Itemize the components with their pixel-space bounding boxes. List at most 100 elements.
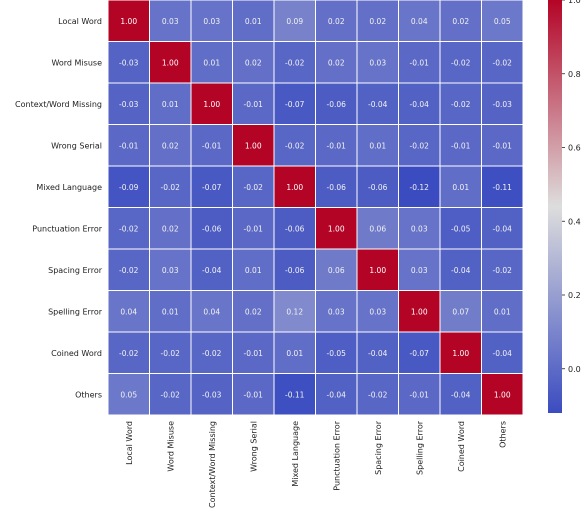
heatmap-cell	[273, 373, 316, 416]
heatmap-cell	[481, 124, 524, 167]
cell-value-label: 0.03	[162, 266, 179, 275]
column-label: Context/Word Missing	[208, 421, 217, 508]
cell-value-label: -0.06	[327, 183, 347, 192]
cell-value-label: 1.00	[452, 349, 469, 358]
colorbar: 1.0 0.8 0.6 0.4 0.2 0.0	[548, 0, 581, 413]
heatmap-cell	[315, 248, 358, 291]
heatmap-cell	[398, 373, 441, 416]
heatmap-cell	[149, 207, 192, 250]
cell-value-label: 0.12	[286, 307, 303, 316]
cell-value-label: 1.00	[120, 17, 137, 26]
cell-value-label: 1.00	[162, 58, 179, 67]
cell-value-label: 0.02	[245, 58, 262, 67]
cell-value-label: 0.02	[162, 141, 179, 150]
cell-value-label: 0.01	[452, 183, 469, 192]
colorbar-tick-label: 0.6	[568, 144, 581, 153]
row-label: Context/Word Missing	[15, 100, 102, 109]
cell-value-label: -0.03	[119, 100, 139, 109]
cell-value-label: -0.01	[244, 224, 264, 233]
cell-value-label: -0.04	[368, 349, 388, 358]
cell-value-label: 0.02	[369, 17, 386, 26]
cell-value-label: -0.06	[368, 183, 388, 192]
cell-value-label: -0.01	[244, 100, 264, 109]
cell-value-label: 0.06	[328, 266, 345, 275]
heatmap-cell	[398, 124, 441, 167]
heatmap-cell	[149, 41, 192, 84]
heatmap-cell	[107, 41, 150, 84]
heatmap-cell	[439, 41, 482, 84]
cell-value-label: 0.06	[369, 224, 386, 233]
row-label: Coined Word	[51, 349, 102, 358]
column-label: Local Word	[125, 421, 134, 465]
cell-value-label: -0.02	[161, 390, 181, 399]
cell-value-label: -0.07	[410, 349, 430, 358]
cell-value-label: -0.06	[202, 224, 222, 233]
heatmap-cell	[273, 124, 316, 167]
cell-value-label: 0.01	[494, 307, 511, 316]
cell-value-label: -0.02	[285, 141, 305, 150]
colorbar-tick-label: 0.2	[568, 291, 581, 300]
heatmap-cell	[481, 207, 524, 250]
heatmap-cell	[481, 373, 524, 416]
cell-value-label: -0.04	[493, 224, 513, 233]
heatmap-cell	[232, 331, 275, 374]
heatmap-cell	[398, 248, 441, 291]
heatmap-cell	[273, 82, 316, 125]
heatmap-cell	[398, 82, 441, 125]
cell-value-label: 0.03	[162, 17, 179, 26]
cell-value-label: -0.04	[368, 100, 388, 109]
cell-value-label: 0.01	[203, 58, 220, 67]
cell-value-label: -0.04	[451, 266, 471, 275]
heatmap-cell	[273, 0, 316, 42]
cell-value-label: 1.00	[203, 100, 220, 109]
cell-value-label: 0.01	[162, 307, 179, 316]
heatmap-cell	[481, 82, 524, 125]
heatmap-cell	[232, 0, 275, 42]
heatmap-cell	[481, 41, 524, 84]
cell-value-label: -0.11	[285, 390, 305, 399]
cell-value-label: -0.01	[410, 58, 430, 67]
cell-value-label: -0.01	[451, 141, 471, 150]
column-label: Mixed Language	[291, 421, 300, 487]
row-label: Spelling Error	[48, 307, 103, 316]
cell-value-label: 0.04	[203, 307, 220, 316]
heatmap-cell	[356, 0, 399, 42]
cell-value-label: -0.01	[244, 349, 264, 358]
cell-value-label: -0.02	[451, 100, 471, 109]
colorbar-tick-label: 0.8	[568, 70, 581, 79]
heatmap-cell	[398, 0, 441, 42]
cell-value-label: -0.02	[244, 183, 264, 192]
cell-value-label: -0.02	[451, 58, 471, 67]
cell-value-label: 0.02	[162, 224, 179, 233]
cell-value-label: -0.01	[119, 141, 139, 150]
cell-value-label: 0.04	[120, 307, 137, 316]
column-tick-labels: Local Word Word Misuse Context/Word Missin…	[125, 420, 508, 508]
row-label: Others	[75, 390, 102, 399]
row-label: Spacing Error	[48, 266, 103, 275]
cell-value-label: 1.00	[494, 390, 511, 399]
heatmap-cell	[439, 248, 482, 291]
colorbar-tick-label: 0.0	[568, 365, 581, 374]
cell-value-label: -0.04	[410, 100, 430, 109]
cell-value-label: -0.02	[119, 266, 139, 275]
heatmap-cell	[481, 248, 524, 291]
heatmap-cell	[315, 0, 358, 42]
cell-value-label: -0.02	[161, 349, 181, 358]
cell-value-label: 0.09	[286, 17, 303, 26]
colorbar-tick-label: 0.4	[568, 217, 581, 226]
heatmap-cell	[232, 290, 275, 333]
cell-value-label: 0.02	[245, 307, 262, 316]
cell-value-label: -0.04	[202, 266, 222, 275]
heatmap-cell	[356, 207, 399, 250]
cell-value-label: -0.03	[119, 58, 139, 67]
cell-value-label: -0.02	[368, 390, 388, 399]
heatmap-cell	[107, 331, 150, 374]
cell-value-label: 0.07	[452, 307, 469, 316]
heatmap-cell	[439, 165, 482, 208]
cell-value-label: -0.11	[493, 183, 513, 192]
cell-value-label: -0.02	[410, 141, 430, 150]
cell-value-label: 1.00	[245, 141, 262, 150]
cell-value-label: -0.02	[161, 183, 181, 192]
heatmap-cell	[315, 207, 358, 250]
heatmap-cell	[107, 373, 150, 416]
